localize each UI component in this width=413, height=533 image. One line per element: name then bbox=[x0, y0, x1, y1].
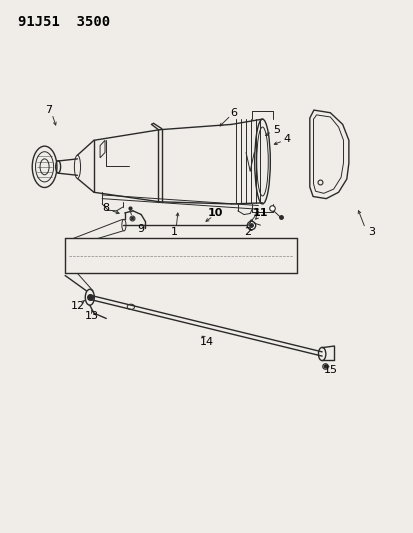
Text: 8: 8 bbox=[102, 203, 109, 213]
Text: 9: 9 bbox=[137, 224, 145, 235]
Text: 13: 13 bbox=[85, 311, 99, 321]
Text: 91J51  3500: 91J51 3500 bbox=[18, 14, 110, 29]
Text: 6: 6 bbox=[230, 108, 237, 118]
Text: 15: 15 bbox=[323, 366, 337, 375]
Text: 2: 2 bbox=[244, 227, 251, 237]
Text: 14: 14 bbox=[199, 337, 214, 347]
Text: 10: 10 bbox=[207, 208, 222, 219]
Text: 3: 3 bbox=[367, 227, 374, 237]
Text: 1: 1 bbox=[170, 227, 177, 237]
Text: 4: 4 bbox=[283, 134, 290, 144]
Text: 7: 7 bbox=[45, 105, 52, 115]
Text: 11: 11 bbox=[252, 208, 268, 219]
Text: 12: 12 bbox=[70, 301, 84, 311]
Text: 5: 5 bbox=[273, 125, 280, 135]
